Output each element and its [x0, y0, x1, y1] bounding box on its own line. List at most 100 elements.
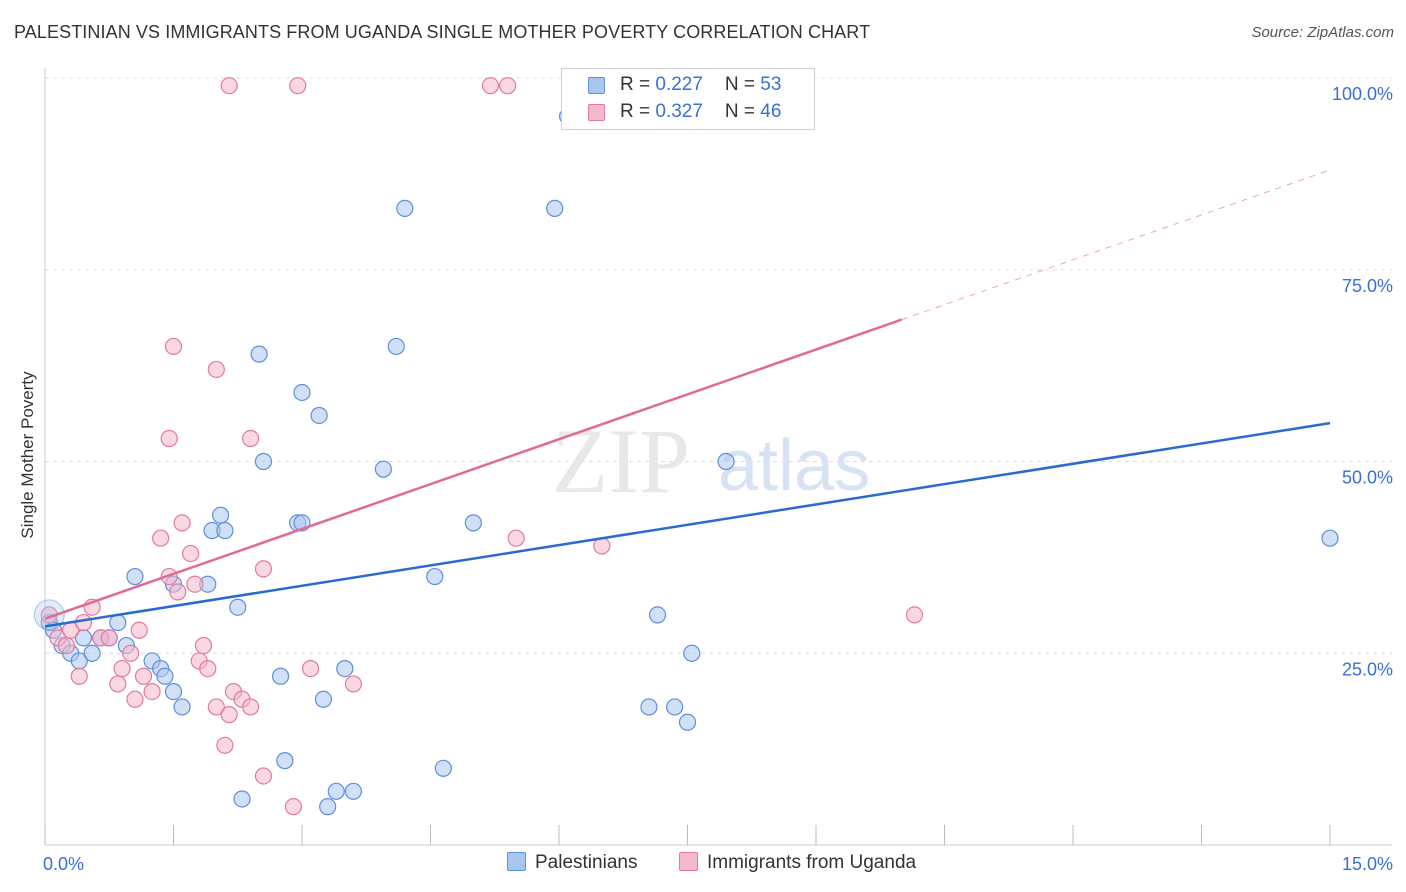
uganda-point — [164, 337, 183, 356]
y-tick-label: 75.0% — [1342, 276, 1393, 296]
uganda-point — [194, 636, 213, 655]
palestinian-point — [648, 606, 667, 624]
uganda-point — [74, 613, 93, 632]
legend-swatch-blue — [588, 77, 605, 94]
tick-layer: 25.0% 50.0% 75.0% 100.0% 0.0% 15.0% — [43, 84, 1393, 874]
legend-swatch-pink — [679, 852, 698, 871]
uganda-point — [109, 675, 127, 693]
uganda-point — [344, 675, 362, 693]
uganda-point — [220, 77, 238, 95]
legend-swatch-blue — [507, 852, 526, 871]
uganda-point — [216, 736, 234, 754]
legend-r-label: R = — [620, 101, 656, 122]
uganda-point — [199, 659, 217, 678]
palestinian-point — [387, 337, 405, 356]
legend-item-palestinians: Palestinians — [507, 852, 637, 874]
uganda-point — [220, 706, 238, 724]
points-layer — [33, 77, 1339, 816]
legend-top: R = 0.227 N = 53 R = 0.327 N = 46 — [561, 68, 815, 130]
legend-swatch-pink — [588, 104, 605, 121]
uganda-point — [160, 429, 178, 448]
chart-source: Source: ZipAtlas.com — [1251, 24, 1394, 41]
axis-layer — [44, 68, 1392, 846]
uganda-point — [284, 798, 303, 816]
chart-title: PALESTINIAN VS IMMIGRANTS FROM UGANDA SI… — [14, 22, 871, 42]
palestinian-point — [164, 682, 183, 701]
palestinian-point — [344, 782, 362, 800]
uganda-point — [242, 698, 260, 716]
palestinian-point — [250, 345, 268, 363]
palestinian-point — [464, 514, 482, 532]
uganda-point — [186, 575, 204, 593]
uganda-point — [143, 682, 161, 701]
palestinian-point — [276, 752, 294, 770]
palestinian-point — [1321, 529, 1339, 547]
uganda-point — [242, 429, 260, 448]
uganda-point — [207, 360, 225, 379]
palestinian-point — [126, 567, 144, 586]
legend-label: Immigrants from Uganda — [707, 852, 917, 873]
uganda-point — [134, 667, 153, 685]
palestinian-point — [374, 460, 392, 478]
palestinian-point — [254, 452, 273, 471]
palestinian-point — [229, 598, 247, 616]
uganda-point — [289, 77, 307, 95]
palestinian-point — [396, 199, 414, 217]
trend-layer — [44, 169, 1331, 628]
uganda-point — [301, 659, 320, 678]
palestinian-point — [271, 667, 290, 685]
palestinian-point — [83, 644, 101, 662]
uganda-point — [100, 629, 118, 647]
palestinian-point — [546, 199, 564, 217]
palestinian-point — [33, 599, 65, 631]
legend-bottom: Palestinians Immigrants from Uganda — [0, 852, 1406, 878]
grid-layer — [45, 77, 1392, 654]
y-tick-label: 50.0% — [1342, 468, 1393, 488]
palestinian-point — [434, 759, 452, 777]
uganda-point — [152, 529, 170, 547]
uganda-point — [182, 544, 200, 563]
uganda-point — [499, 77, 517, 95]
uganda-point — [70, 667, 88, 685]
legend-item-uganda: Immigrants from Uganda — [679, 852, 916, 874]
uganda-point — [113, 659, 131, 678]
legend-n-label: N = — [724, 74, 761, 95]
y-tick-label: 100.0% — [1332, 84, 1393, 104]
y-tick-label: 25.0% — [1342, 659, 1393, 679]
palestinian-point — [666, 698, 684, 716]
legend-label: Palestinians — [535, 852, 638, 873]
palestinian-point — [212, 506, 230, 524]
palestinian-point — [717, 452, 735, 471]
trendline-uganda-extension — [901, 169, 1331, 321]
uganda-point — [254, 767, 273, 785]
watermark: ZIP atlas — [552, 410, 870, 512]
trendline-palestinians — [44, 421, 1331, 628]
legend-row-palestinians: R = 0.227 N = 53 — [562, 74, 814, 101]
uganda-point — [905, 606, 924, 624]
uganda-point — [207, 698, 225, 716]
uganda-point — [57, 636, 76, 655]
palestinian-point — [233, 790, 251, 808]
legend-n-value: 46 — [760, 101, 782, 122]
palestinian-point — [683, 644, 701, 662]
palestinian-point — [216, 521, 234, 540]
uganda-point — [481, 77, 500, 95]
x-tick-label: 0.0% — [43, 854, 84, 874]
legend-row-uganda: R = 0.327 N = 46 — [562, 101, 814, 128]
legend-n-label: N = — [724, 101, 761, 122]
palestinian-point — [293, 383, 311, 402]
uganda-point — [254, 560, 273, 578]
palestinian-point — [426, 567, 444, 586]
palestinian-point — [319, 798, 337, 816]
uganda-point — [169, 583, 187, 601]
palestinian-point — [156, 667, 174, 685]
uganda-point — [126, 690, 144, 708]
palestinian-point — [173, 698, 191, 716]
legend-r-label: R = — [620, 74, 656, 95]
legend-r-value: 0.227 — [655, 74, 703, 95]
watermark-zip: ZIP — [552, 410, 690, 512]
legend-n-value: 53 — [760, 74, 782, 95]
palestinian-point — [640, 698, 658, 716]
uganda-point — [122, 644, 140, 662]
